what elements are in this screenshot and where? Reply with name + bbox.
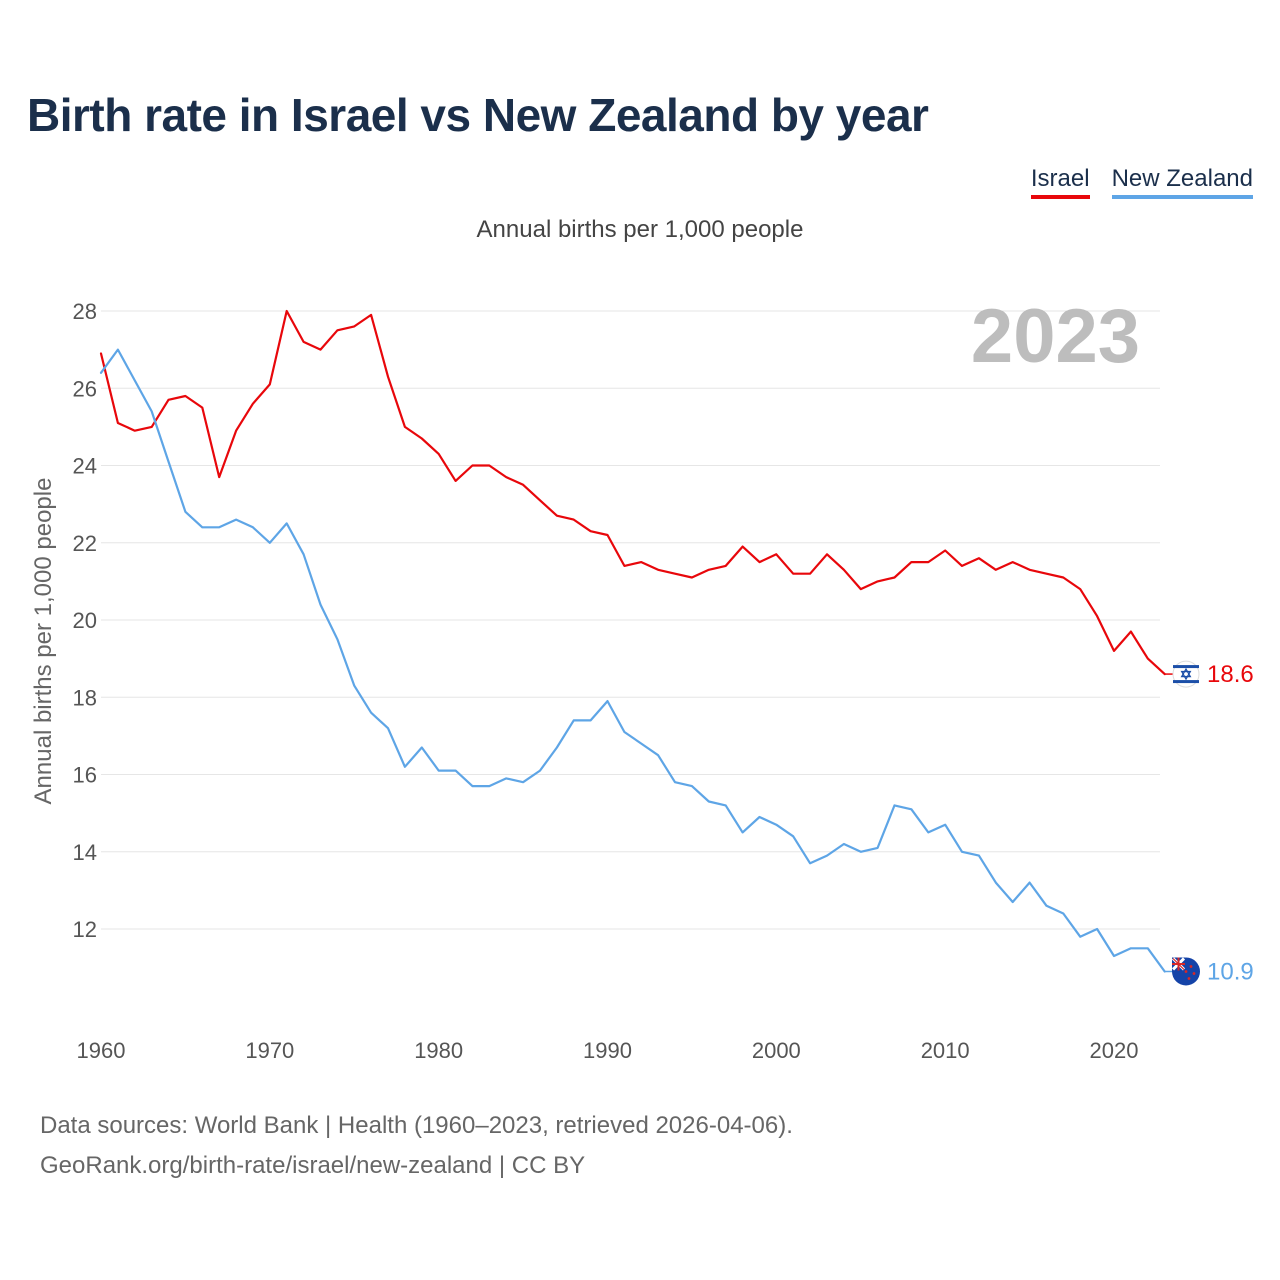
end-labels: 18.6 10.9: [1164, 660, 1254, 986]
legend: Israel New Zealand: [1030, 165, 1253, 199]
end-value-label-israel: 18.6: [1207, 661, 1254, 688]
x-tick-label: 1960: [77, 1038, 126, 1063]
x-tick-label: 1990: [583, 1038, 632, 1063]
new-zealand-flag-icon: [1171, 957, 1200, 986]
israel-flag-icon: [1172, 660, 1200, 688]
y-axis-title: Annual births per 1,000 people: [30, 478, 57, 805]
x-tick-label: 2010: [921, 1038, 970, 1063]
x-axis-ticks: 1960 1970 1980 1990 2000 2010 2020: [77, 1038, 1139, 1063]
y-tick-label: 26: [73, 376, 97, 401]
series-line-israel[interactable]: [99, 309, 1166, 676]
y-tick-label: 12: [73, 917, 97, 942]
y-tick-label: 22: [73, 531, 97, 556]
end-value-label-new-zealand: 10.9: [1207, 958, 1254, 985]
y-axis-ticks: 12 14 16 18 20 22 24 26 28: [73, 299, 97, 942]
series-line-new-zealand[interactable]: [99, 348, 1166, 973]
y-tick-label: 20: [73, 608, 97, 633]
series-lines: [99, 309, 1166, 973]
x-tick-label: 1970: [245, 1038, 294, 1063]
x-tick-label: 1980: [414, 1038, 463, 1063]
data-sources-text: Data sources: World Bank | Health (1960–…: [40, 1112, 793, 1139]
x-tick-label: 2020: [1090, 1038, 1139, 1063]
y-tick-label: 24: [73, 454, 97, 479]
y-tick-label: 28: [73, 299, 97, 324]
chart-subtitle: Annual births per 1,000 people: [476, 216, 804, 243]
footer: Data sources: World Bank | Health (1960–…: [40, 1106, 793, 1186]
current-year-label: 2023: [971, 294, 1140, 379]
legend-item-new-zealand[interactable]: New Zealand: [1111, 165, 1253, 199]
chart-title: Birth rate in Israel vs New Zealand by y…: [27, 89, 929, 141]
source-url-text[interactable]: GeoRank.org/birth-rate/israel/new-zealan…: [40, 1152, 586, 1179]
y-tick-label: 18: [73, 685, 97, 710]
y-tick-label: 16: [73, 763, 97, 788]
grid-lines: [101, 310, 1160, 930]
y-tick-label: 14: [73, 840, 97, 865]
x-tick-label: 2000: [752, 1038, 801, 1063]
legend-item-israel[interactable]: Israel: [1030, 165, 1090, 199]
